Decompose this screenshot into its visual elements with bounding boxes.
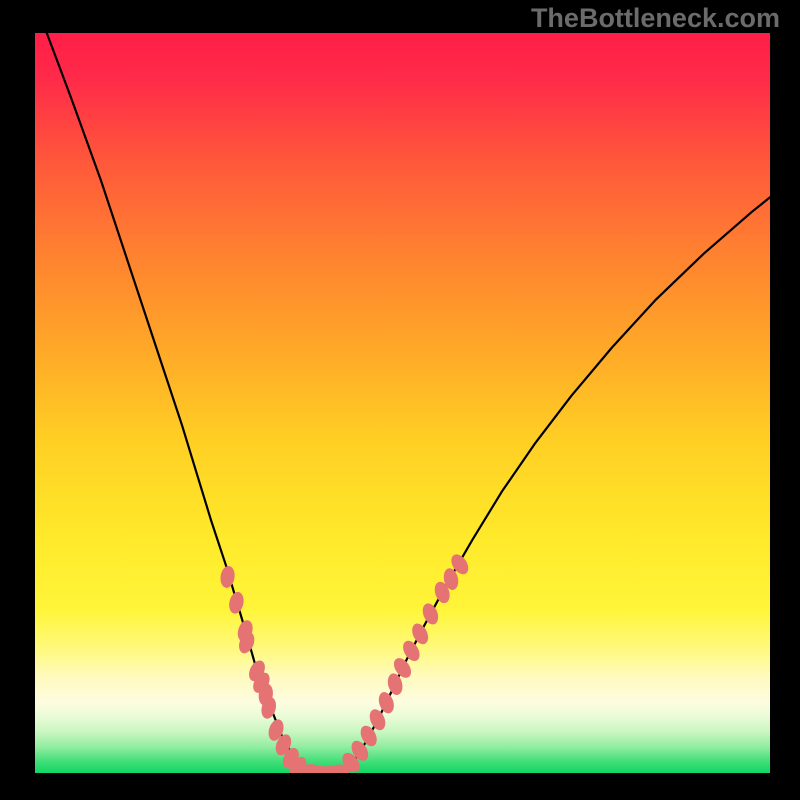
plot-area [35, 33, 770, 773]
chart-stage: TheBottleneck.com [0, 0, 800, 800]
data-markers [219, 551, 472, 773]
chart-overlay [35, 33, 770, 773]
marker-dot [219, 565, 236, 589]
watermark-text: TheBottleneck.com [531, 3, 780, 34]
bottleneck-curve [47, 33, 770, 773]
marker-dot [420, 601, 441, 627]
marker-dot [227, 591, 245, 616]
